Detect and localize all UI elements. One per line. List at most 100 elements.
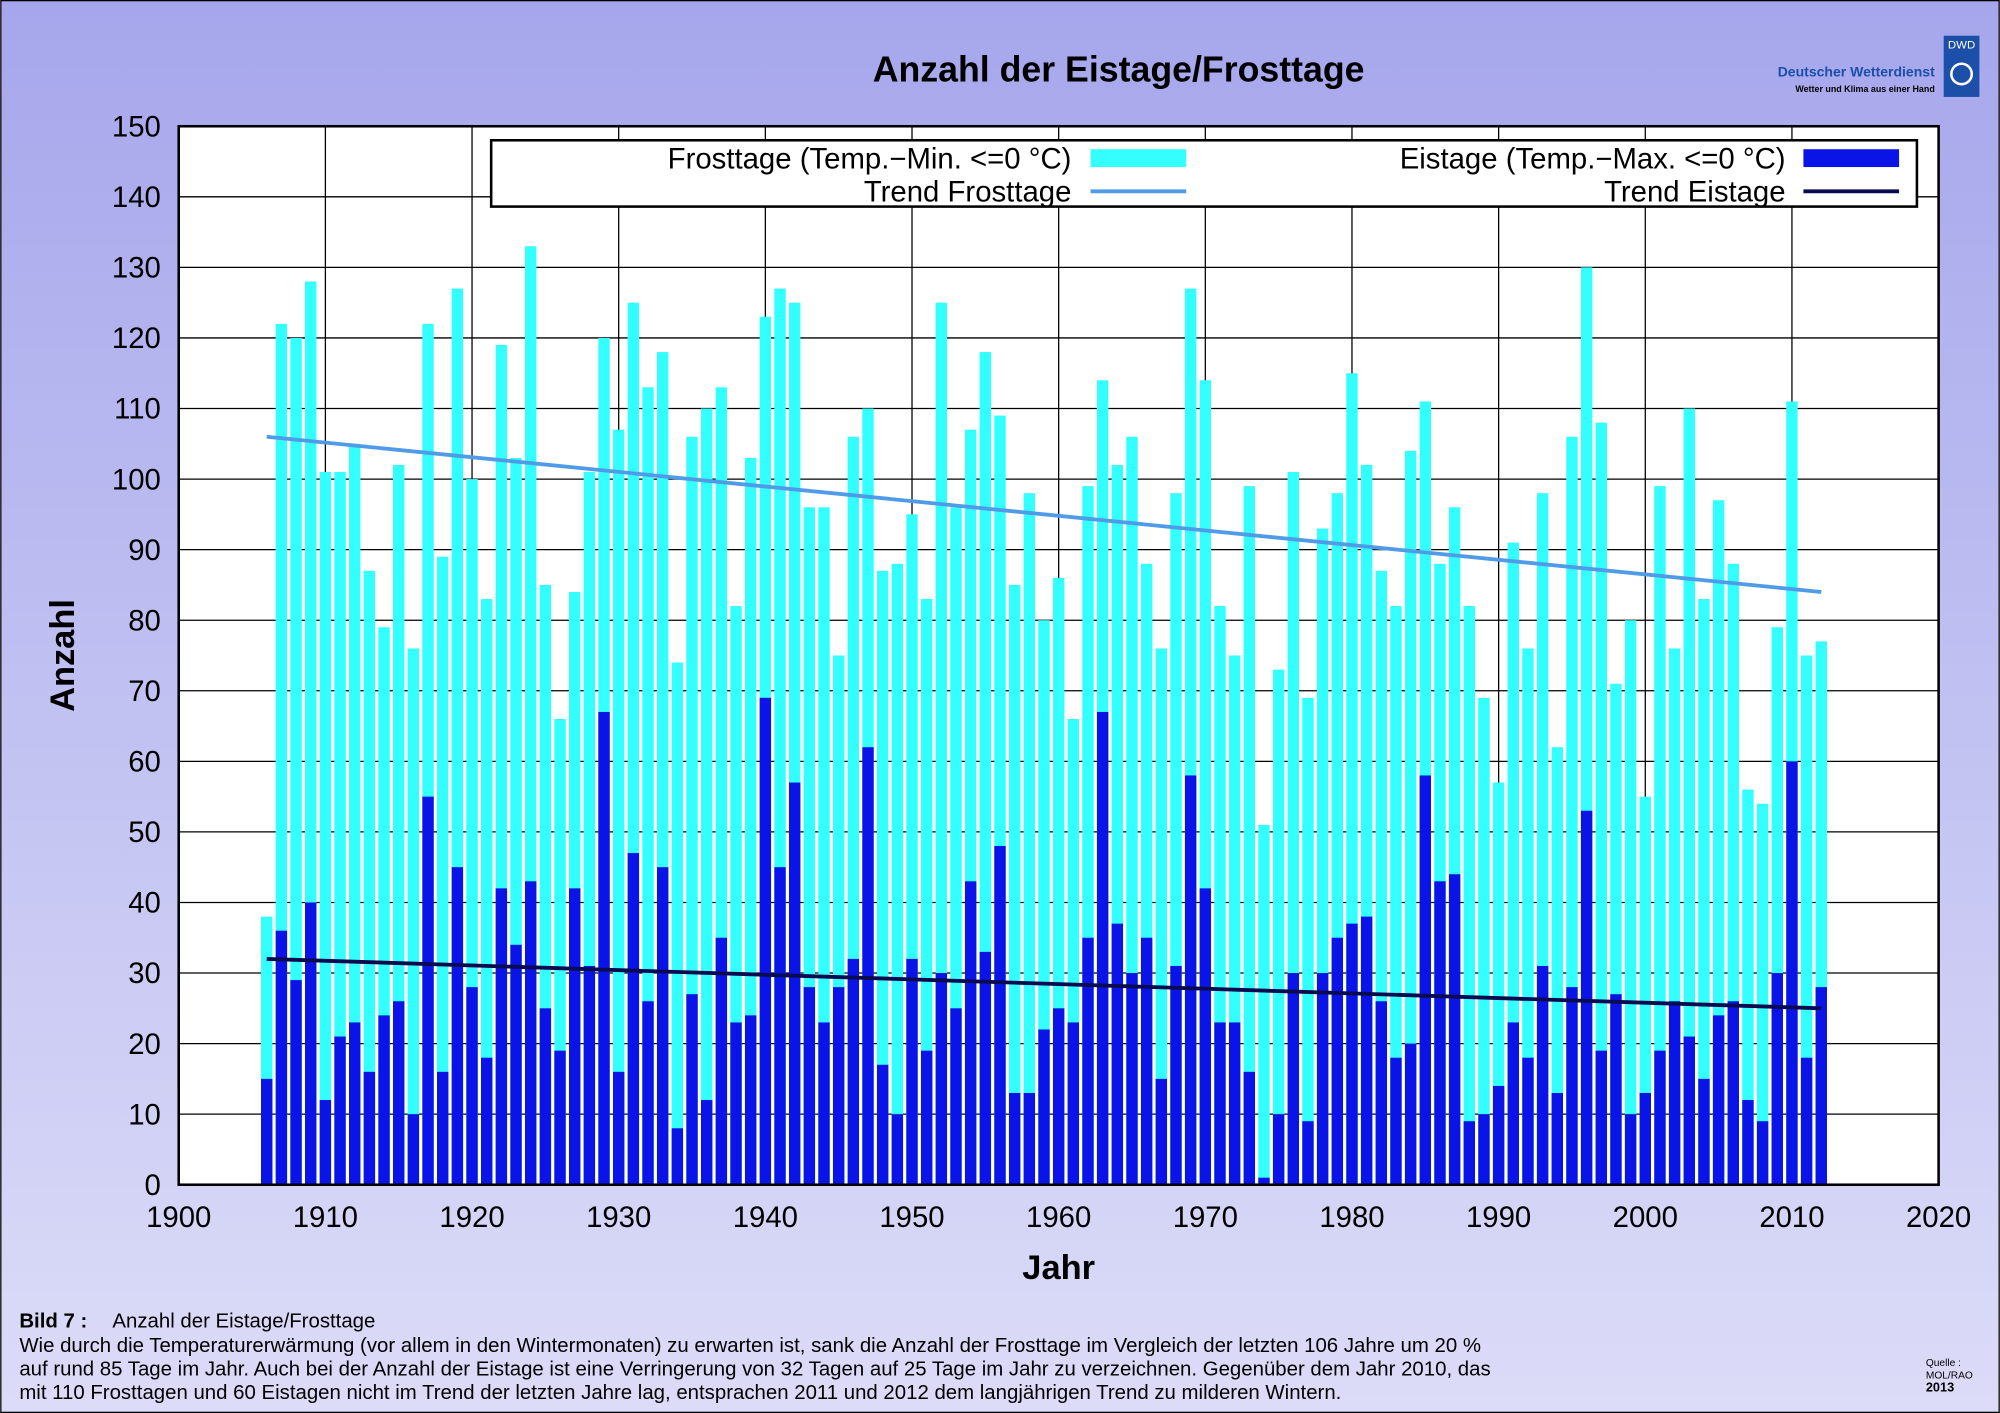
- x-tick-label: 1930: [586, 1201, 651, 1234]
- bar: [935, 973, 948, 1185]
- bar: [1712, 1015, 1725, 1185]
- bar: [1815, 641, 1827, 1185]
- logo-slogan: Wetter und Klima aus einer Hand: [1795, 84, 1934, 94]
- bar: [363, 570, 376, 1185]
- bar: [876, 570, 889, 1185]
- plot-frame: [177, 124, 1940, 1187]
- bar: [642, 1001, 654, 1185]
- bar: [1639, 796, 1652, 1185]
- bar: [1243, 486, 1256, 1185]
- bar: [1258, 824, 1270, 1185]
- bar: [1419, 775, 1432, 1185]
- bar: [451, 288, 464, 1185]
- bar: [1522, 648, 1534, 1185]
- legend-label: Trend Frosttage: [864, 175, 1072, 208]
- bar: [979, 951, 992, 1185]
- bar: [1346, 373, 1358, 1185]
- bar: [1126, 436, 1138, 1185]
- bar: [1140, 563, 1153, 1185]
- bar: [612, 429, 625, 1185]
- bar: [348, 443, 361, 1185]
- bar: [1404, 1043, 1417, 1185]
- bar: [1668, 648, 1681, 1185]
- bar: [290, 337, 302, 1185]
- caption-label: Bild 7 :: [19, 1311, 87, 1333]
- bar: [1155, 648, 1168, 1185]
- bar: [1654, 486, 1666, 1185]
- bar: [1551, 747, 1564, 1185]
- bar: [1448, 874, 1461, 1185]
- y-tick-label: 50: [128, 816, 161, 849]
- bar: [1800, 655, 1813, 1185]
- bar: [1008, 584, 1021, 1185]
- y-tick-label: 10: [128, 1098, 161, 1131]
- bar: [1566, 987, 1578, 1185]
- bar: [1742, 789, 1754, 1185]
- bar: [1184, 288, 1197, 1185]
- bar: [1008, 1092, 1021, 1185]
- bar: [1272, 669, 1285, 1185]
- bar: [334, 472, 346, 1185]
- x-tick-label: 1910: [293, 1201, 358, 1234]
- bar: [891, 563, 904, 1185]
- bar: [1742, 1100, 1754, 1185]
- bar: [568, 888, 581, 1185]
- bar: [378, 1015, 390, 1185]
- bar: [1228, 655, 1241, 1185]
- bar: [480, 599, 493, 1185]
- logo-mark: [1943, 35, 1980, 97]
- bar: [1375, 1001, 1388, 1185]
- bar: [1434, 563, 1446, 1185]
- bar: [935, 302, 948, 1185]
- bar: [1287, 472, 1300, 1185]
- bar: [847, 436, 860, 1185]
- bar: [510, 944, 522, 1185]
- bar: [1360, 464, 1373, 1185]
- bar: [1727, 1001, 1740, 1185]
- bar: [1287, 973, 1300, 1185]
- x-tick-label: 2010: [1759, 1201, 1824, 1234]
- bar: [1390, 606, 1402, 1185]
- bar: [1199, 888, 1212, 1185]
- bar: [1448, 507, 1461, 1185]
- bar: [1404, 450, 1417, 1185]
- bar: [759, 697, 772, 1185]
- bar: [1698, 599, 1710, 1185]
- bar: [1771, 973, 1783, 1185]
- bar: [583, 472, 596, 1185]
- bar: [1668, 1001, 1681, 1185]
- bar: [480, 1057, 493, 1185]
- bar: [260, 916, 273, 1185]
- legend-label: Trend Eistage: [1604, 175, 1786, 208]
- bar: [1610, 683, 1622, 1185]
- bar: [803, 507, 816, 1185]
- bar: [304, 281, 317, 1185]
- bar: [891, 1114, 904, 1185]
- bar: [1786, 761, 1798, 1185]
- bar: [1610, 994, 1622, 1185]
- bar: [1096, 711, 1109, 1185]
- logo-name: Deutscher Wetterdienst: [1778, 64, 1935, 80]
- x-tick-label: 1960: [1026, 1201, 1091, 1234]
- bar: [1683, 408, 1696, 1185]
- y-tick-label: 90: [128, 534, 161, 567]
- bar: [656, 867, 669, 1185]
- bar: [407, 1114, 420, 1185]
- y-tick-label: 80: [128, 604, 161, 637]
- bar: [1302, 697, 1314, 1185]
- bar: [1082, 486, 1094, 1185]
- bar: [686, 994, 698, 1185]
- bar: [1111, 464, 1124, 1185]
- bar: [964, 429, 977, 1185]
- bar: [334, 1036, 346, 1185]
- bar: [1111, 923, 1124, 1185]
- bar: [1478, 697, 1490, 1185]
- bar: [1038, 1029, 1050, 1185]
- x-tick-label: 2000: [1613, 1201, 1678, 1234]
- bar: [1478, 1114, 1490, 1185]
- bar: [920, 1050, 933, 1185]
- bar: [304, 902, 317, 1185]
- x-tick-label: 1940: [733, 1201, 798, 1234]
- legend-label: Frosttage (Temp.−Min. <=0 °C): [668, 142, 1072, 175]
- y-tick-label: 30: [128, 957, 161, 990]
